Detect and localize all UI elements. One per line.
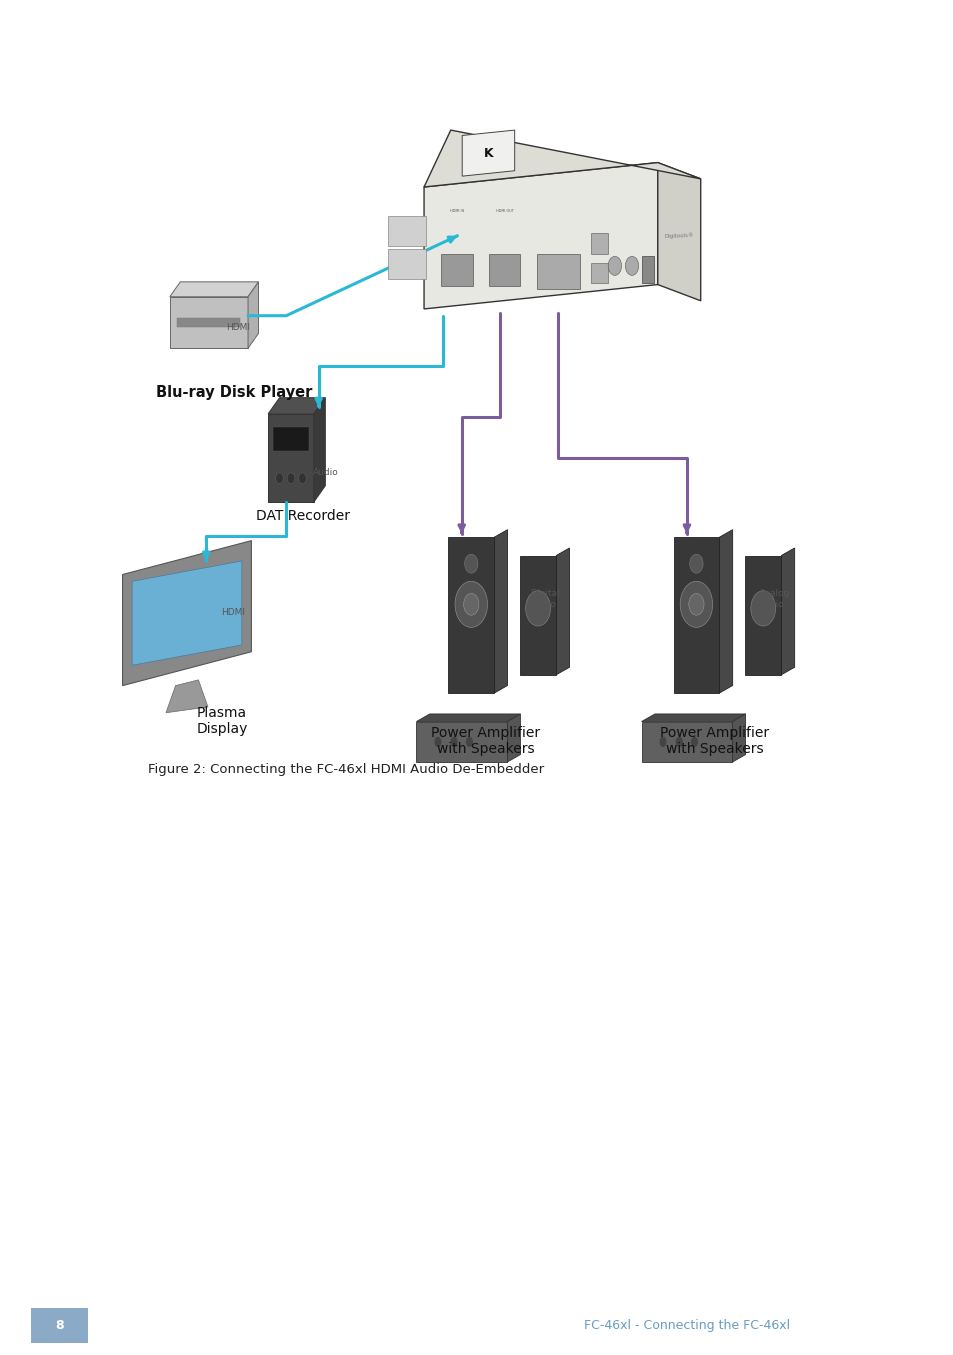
Text: HDMI: HDMI (221, 608, 245, 617)
Text: Audio: Audio (313, 469, 338, 477)
Polygon shape (423, 130, 700, 187)
Bar (268, 413, 314, 501)
Polygon shape (416, 714, 520, 721)
Text: HDMI IN: HDMI IN (450, 209, 463, 213)
Bar (744, 556, 781, 675)
Text: FC-46xl - Connecting the FC-46xl: FC-46xl - Connecting the FC-46xl (583, 1318, 789, 1332)
Circle shape (675, 737, 682, 747)
Polygon shape (122, 541, 252, 686)
Bar (590, 233, 607, 253)
Circle shape (688, 593, 703, 615)
Text: Digitools®: Digitools® (663, 233, 694, 238)
Circle shape (624, 256, 638, 275)
Circle shape (298, 473, 306, 484)
Polygon shape (640, 714, 745, 721)
Bar (536, 253, 578, 289)
Polygon shape (170, 282, 258, 297)
Polygon shape (268, 398, 325, 415)
Polygon shape (781, 547, 794, 675)
Text: HDMI: HDMI (226, 324, 250, 332)
Polygon shape (132, 561, 242, 665)
Polygon shape (461, 130, 514, 176)
Circle shape (690, 737, 698, 747)
Text: K: K (483, 148, 493, 160)
Circle shape (463, 593, 478, 615)
Circle shape (434, 737, 441, 747)
Circle shape (607, 256, 620, 275)
Polygon shape (494, 530, 507, 694)
Circle shape (287, 473, 294, 484)
Bar (440, 253, 472, 286)
Polygon shape (657, 163, 700, 301)
Circle shape (455, 581, 487, 627)
Circle shape (750, 591, 775, 626)
Bar (488, 253, 520, 286)
Bar (640, 256, 654, 283)
Polygon shape (423, 163, 657, 309)
Text: Power Amplifier
with Speakers: Power Amplifier with Speakers (431, 726, 539, 756)
Text: Blu-ray Disk Player: Blu-ray Disk Player (155, 385, 312, 401)
Bar (170, 297, 248, 348)
FancyBboxPatch shape (30, 1308, 88, 1343)
Circle shape (525, 591, 550, 626)
Polygon shape (719, 530, 732, 694)
Bar (519, 556, 556, 675)
Text: Power Amplifier
with Speakers: Power Amplifier with Speakers (659, 726, 768, 756)
Polygon shape (731, 714, 745, 762)
Polygon shape (248, 282, 258, 348)
Bar (673, 537, 719, 694)
Bar (590, 263, 607, 283)
Text: Figure 2: Connecting the FC-46xl HDMI Audio De-Embedder: Figure 2: Connecting the FC-46xl HDMI Au… (148, 763, 543, 776)
Text: DAT Recorder: DAT Recorder (255, 509, 350, 523)
Circle shape (689, 554, 702, 573)
Text: HDMI OUT: HDMI OUT (496, 209, 513, 213)
Bar (448, 537, 494, 694)
Text: Plasma
Display: Plasma Display (196, 706, 248, 736)
Circle shape (275, 473, 283, 484)
Text: 8: 8 (54, 1318, 64, 1332)
Circle shape (679, 581, 712, 627)
Bar (177, 318, 240, 327)
Bar (387, 217, 425, 247)
Polygon shape (556, 547, 569, 675)
Circle shape (450, 737, 457, 747)
Circle shape (464, 554, 477, 573)
Polygon shape (507, 714, 520, 762)
Text: Analog
Audio: Analog Audio (758, 589, 789, 608)
Text: Digital
Audio: Digital Audio (530, 589, 559, 608)
Circle shape (465, 737, 473, 747)
Bar (416, 721, 507, 762)
Bar (387, 249, 425, 279)
Polygon shape (166, 680, 208, 713)
Circle shape (659, 737, 666, 747)
Polygon shape (314, 398, 325, 501)
Bar (640, 721, 732, 762)
Bar (273, 427, 309, 451)
